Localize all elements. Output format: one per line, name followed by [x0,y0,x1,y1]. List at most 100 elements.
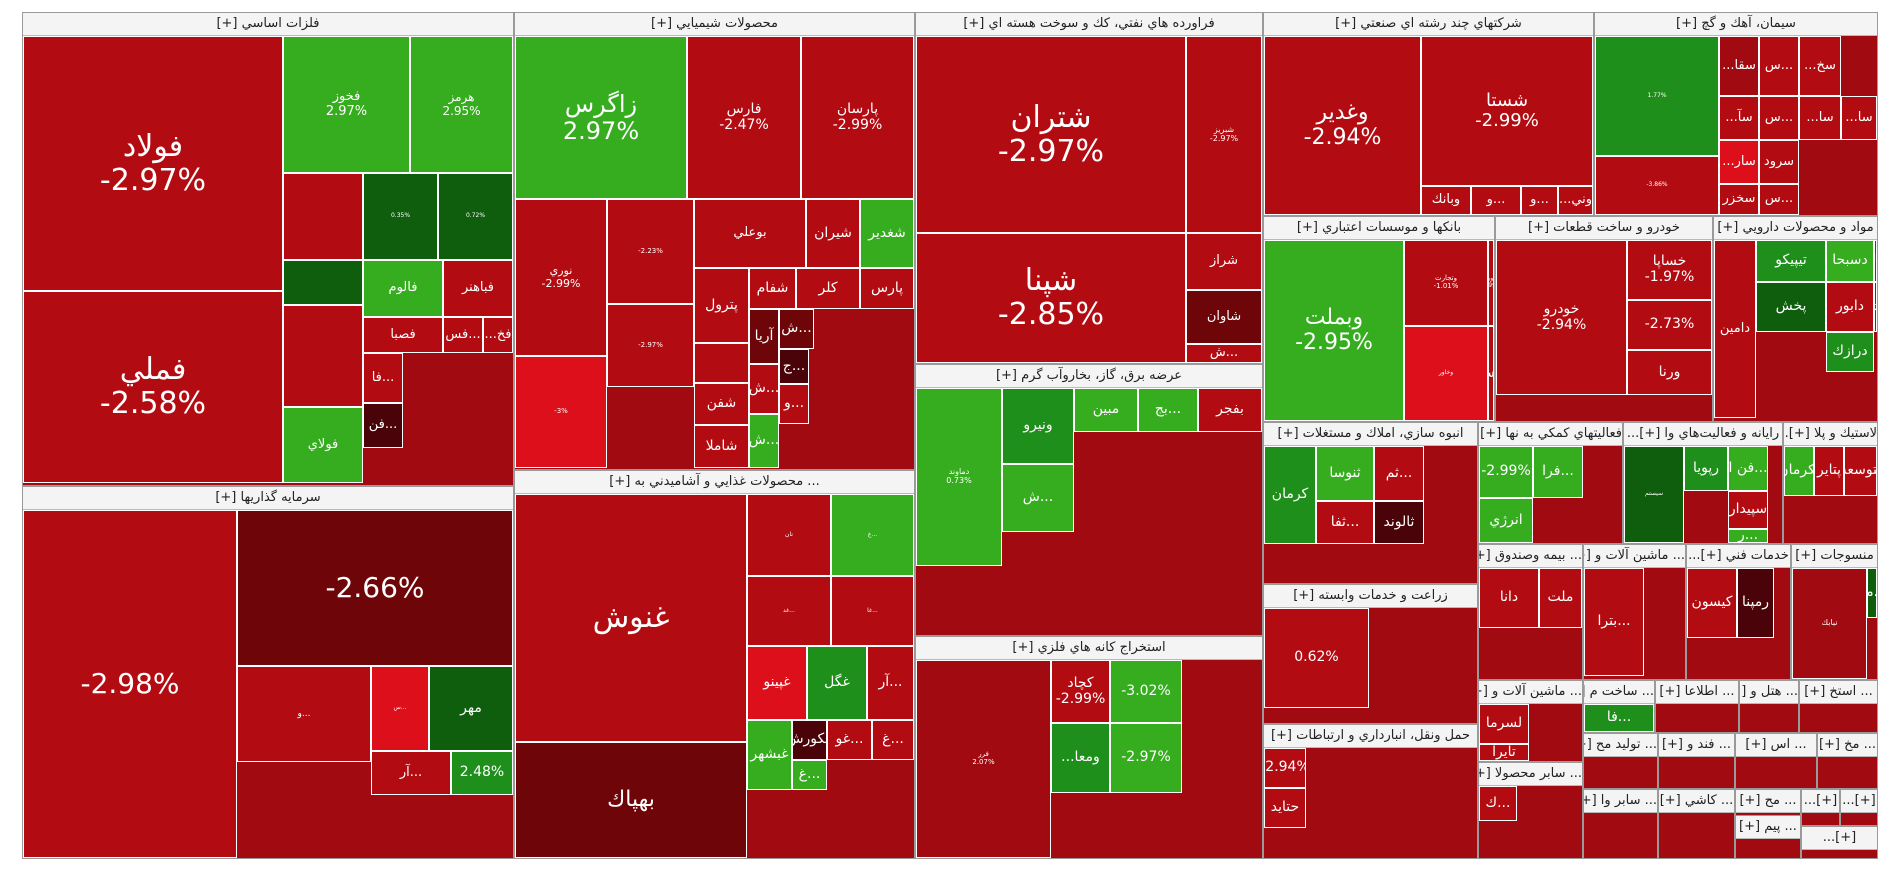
stock-tile[interactable]: ...فن ا [1728,446,1768,491]
stock-tile[interactable]: كلر [796,268,860,309]
stock-tile[interactable]: ثالوند [1374,501,1424,544]
stock-tile[interactable]: فملي -2.58% [23,291,283,483]
stock-tile[interactable]: ...و [237,666,371,762]
stock-tile[interactable]: وبانك [1421,186,1471,215]
stock-tile[interactable]: ...آر [371,751,451,795]
stock-tile[interactable]: ...غد [747,576,831,646]
stock-tile[interactable]: -2.23% [607,199,694,304]
stock-tile[interactable]: ...مح [1867,568,1877,618]
stock-tile[interactable]: ...فن [363,403,403,448]
stock-tile[interactable]: ...فرا [1533,446,1583,498]
stock-tile[interactable]: فرر 2.07% [916,660,1051,858]
stock-tile[interactable]: شبريز -2.97% [1186,36,1262,233]
stock-tile[interactable]: فارس -2.47% [687,36,801,199]
stock-tile[interactable]: غپينو [747,646,807,720]
stock-tile[interactable]: ...ثفا [1316,501,1374,544]
sector-title[interactable]: سرمايه گذاريها [+] [23,487,513,510]
stock-tile[interactable]: حتايد [1264,788,1306,828]
stock-tile[interactable]: ...س [1759,96,1799,140]
stock-tile[interactable]: زاگرس 2.97% [515,36,687,199]
stock-tile[interactable]: پكرمان [1784,446,1814,496]
stock-tile[interactable]: ...ش [749,364,779,414]
sector-title[interactable]: ... تولید مح [+] [1584,734,1657,757]
stock-tile[interactable]: دانا [1479,568,1539,628]
stock-tile[interactable]: ...غ [831,494,914,576]
stock-tile[interactable]: -3.86% [1595,156,1719,215]
stock-tile[interactable]: 2.48% [451,751,513,795]
stock-tile[interactable]: تيپيكو [1756,240,1826,282]
stock-tile[interactable]: وپاسار [1488,326,1494,421]
stock-tile[interactable]: غنوش [515,494,747,742]
stock-tile[interactable]: شاملا [694,425,749,468]
sector-title[interactable]: لاستيك و پلا [+]... [1784,423,1877,446]
stock-tile[interactable] [283,305,363,407]
stock-tile[interactable]: ...بترا [1584,568,1644,676]
stock-tile[interactable]: شفن [694,383,749,425]
stock-tile[interactable]: غكورش [792,720,827,760]
stock-tile[interactable]: ...و [1521,186,1558,215]
stock-tile[interactable]: ومعا... [1051,723,1110,793]
stock-tile[interactable]: -2.94% [1264,748,1306,788]
sector-title[interactable]: خدمات فني [+]... [1687,545,1790,568]
stock-tile[interactable]: -2.99% [1479,446,1533,498]
stock-tile[interactable]: رمپنا [1737,568,1774,638]
stock-tile[interactable]: لسرما [1479,704,1529,744]
stock-tile[interactable]: ...دزه [1874,282,1877,332]
stock-tile[interactable]: تايرا [1479,744,1529,761]
stock-tile[interactable]: پترول [694,268,749,343]
stock-tile[interactable]: ...س [371,666,429,751]
stock-tile[interactable]: سار... [1719,140,1759,184]
stock-tile[interactable]: وتجارت -1.01% [1404,240,1488,326]
stock-tile[interactable]: كيسون [1687,568,1737,638]
sector-title[interactable]: ... محصولات غذايي و آشاميدني به [+] [515,471,914,494]
sector-title[interactable]: ... سابر محصولا [+] [1479,763,1582,786]
stock-tile[interactable]: -2.98% [23,510,237,858]
stock-tile[interactable]: ونوين-2.99% [1488,240,1494,326]
sector-title[interactable]: ... پيم [+] [1736,816,1800,839]
stock-tile[interactable]: شيران [806,199,860,268]
stock-tile[interactable]: ملت [1539,568,1582,628]
stock-tile[interactable]: سرود [1759,140,1799,184]
stock-tile[interactable]: كچاد -2.99% [1051,660,1110,723]
stock-tile[interactable]: فخ... [483,317,513,353]
stock-tile[interactable]: وخاور [1404,326,1488,421]
stock-tile[interactable] [283,260,363,305]
stock-tile[interactable]: پتوسعه [1844,446,1877,496]
stock-tile[interactable]: سا... [1841,96,1877,140]
stock-tile[interactable]: شفام [749,268,796,309]
stock-tile[interactable]: فولاد -2.97% [23,36,283,291]
stock-tile[interactable]: ...ثم [1374,446,1424,501]
stock-tile[interactable]: ...و [779,384,809,424]
sector-title[interactable]: سيمان، آهك و گچ [+] [1595,13,1877,36]
stock-tile[interactable]: 0.62% [1264,608,1369,708]
stock-tile[interactable]: نوري -2.99% [515,199,607,356]
stock-tile[interactable]: -2.73% [1627,300,1712,350]
stock-tile[interactable]: كرمان [1264,446,1316,544]
stock-tile[interactable]: درازك [1826,332,1874,372]
stock-tile[interactable]: دماوند 0.73% [916,388,1002,566]
stock-tile[interactable]: وني... [1558,186,1593,215]
sector-title[interactable]: ... بيمه وصندوق [+] [1479,545,1582,568]
stock-tile[interactable]: ...ر [1728,529,1768,543]
stock-tile[interactable]: خساپا -1.97% [1627,240,1712,300]
stock-tile[interactable]: دسبحا [1826,240,1874,282]
sector-title[interactable]: انبوه سازي، املاك و مستغلات [+] [1264,423,1477,446]
stock-tile[interactable]: شراز [1186,233,1262,290]
stock-tile[interactable]: ...ش [1186,344,1262,363]
stock-tile[interactable]: سخزر [1719,184,1759,215]
stock-tile[interactable]: ونيرو [1002,388,1074,464]
stock-tile[interactable]: شاوان [1186,290,1262,344]
stock-tile[interactable]: مهر [429,666,513,751]
sector-title[interactable]: ... فند و [+] [1659,734,1734,757]
stock-tile[interactable]: ثنوسا [1316,446,1374,501]
sector-title[interactable]: [+]... [1802,827,1877,850]
stock-tile[interactable]: سا... [1799,96,1841,140]
stock-tile[interactable]: ...س [1759,36,1799,96]
stock-tile[interactable]: آريا [749,309,779,364]
sector-title[interactable]: ... مخ [+] [1818,734,1877,757]
stock-tile[interactable]: پارس [860,268,914,309]
stock-tile[interactable]: -2.97% [607,304,694,387]
stock-tile[interactable]: دابور [1826,282,1874,332]
stock-tile[interactable]: خودرو -2.94% [1496,240,1627,395]
stock-tile[interactable]: نبابك [1792,568,1867,679]
